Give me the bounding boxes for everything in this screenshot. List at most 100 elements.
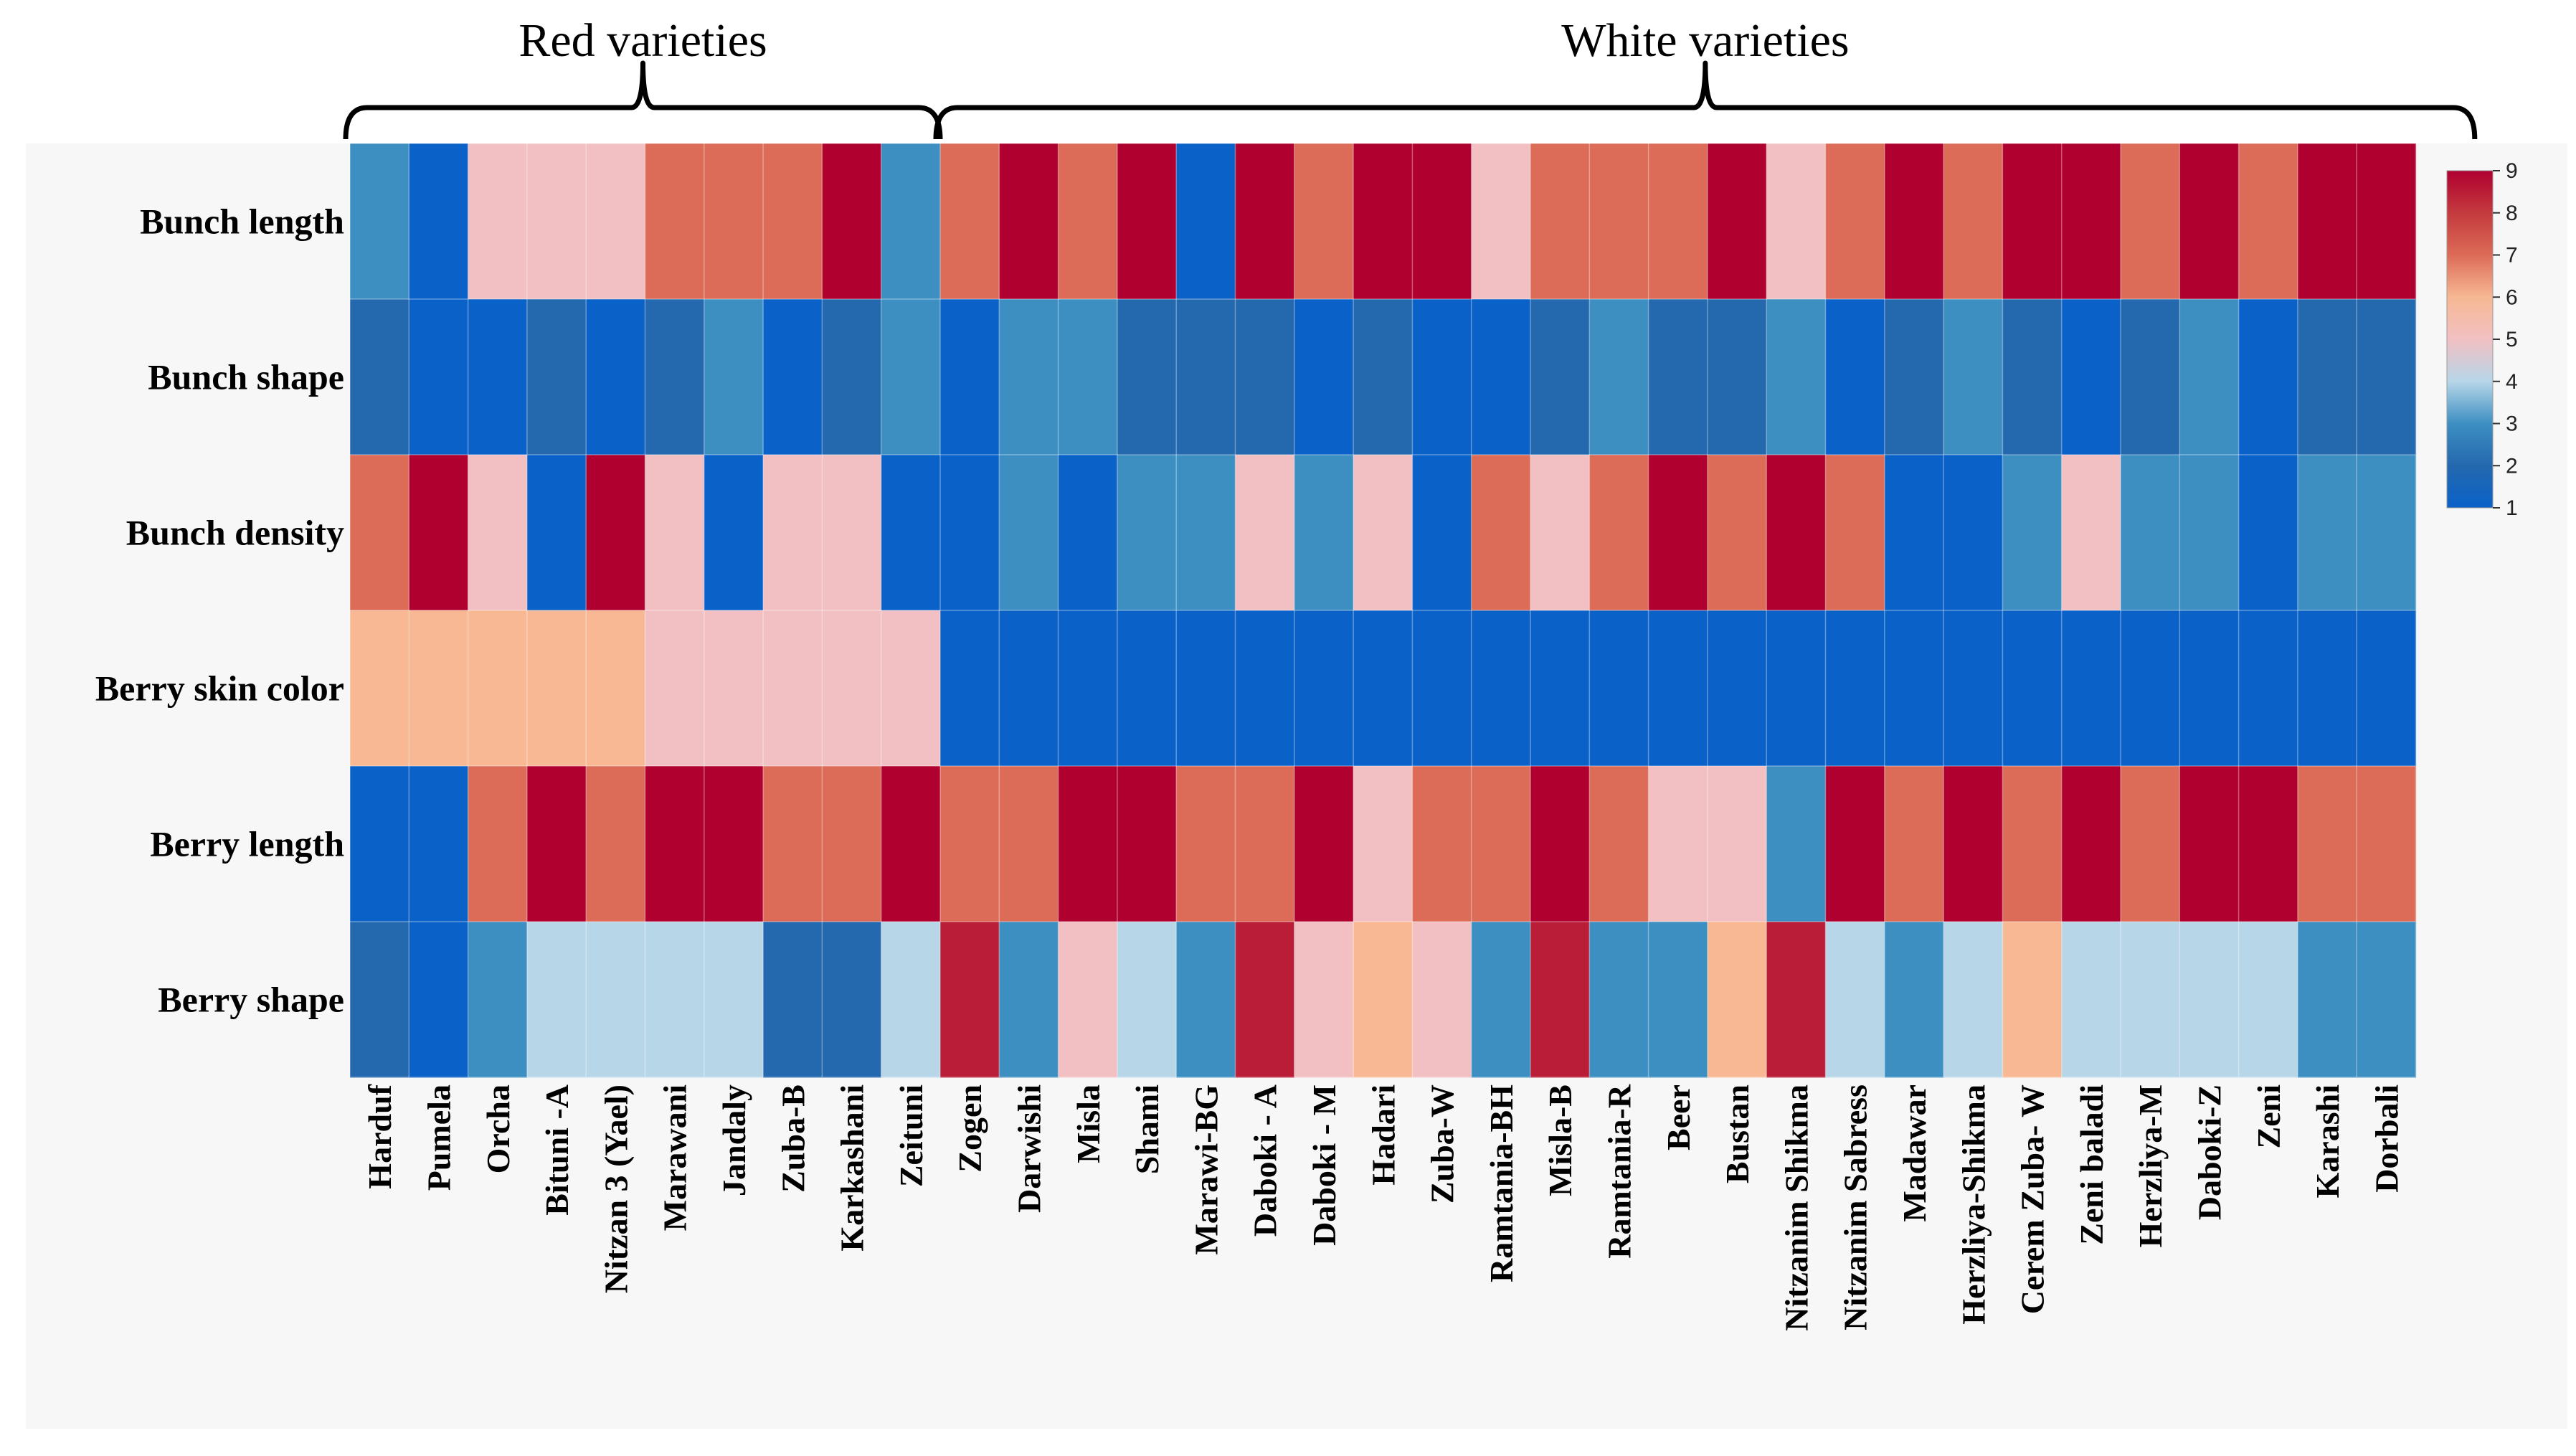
heatmap-cell <box>881 299 941 455</box>
heatmap-cell <box>350 610 409 767</box>
heatmap-cell <box>1648 299 1708 455</box>
heatmap-cell <box>1530 922 1590 1078</box>
heatmap-cell <box>1884 299 1944 455</box>
row-label: Berry shape <box>158 980 344 1020</box>
heatmap-cell <box>2179 766 2240 922</box>
heatmap-cell <box>1471 922 1531 1078</box>
heatmap-cell <box>1058 455 1118 611</box>
heatmap-cell <box>1707 143 1767 300</box>
heatmap-cell <box>1707 455 1767 611</box>
heatmap-cell <box>1353 766 1413 922</box>
heatmap-cell <box>1058 922 1118 1078</box>
heatmap-cell <box>1471 610 1531 767</box>
heatmap-cells <box>350 143 2417 1078</box>
heatmap-cell <box>2297 766 2357 922</box>
heatmap-cell <box>1530 766 1590 922</box>
column-labels: Harduf Pumela Orcha Bituni -A Nitzan 3 (Yael… <box>361 1084 2405 1331</box>
heatmap-cell <box>350 299 409 455</box>
row-label: Bunch density <box>126 513 344 553</box>
heatmap-cell <box>1294 143 1354 300</box>
heatmap-cell <box>1766 143 1827 300</box>
group-label: Red varieties <box>518 14 767 67</box>
heatmap-cell <box>940 299 1000 455</box>
heatmap-cell <box>704 299 764 455</box>
heatmap-cell <box>350 922 409 1078</box>
heatmap-cell <box>1589 299 1649 455</box>
heatmap-cell <box>350 143 409 300</box>
heatmap-cell <box>2297 610 2357 767</box>
heatmap-cell <box>1589 143 1649 300</box>
heatmap-cell <box>1471 455 1531 611</box>
heatmap-cell <box>1825 766 1885 922</box>
group-bracket <box>343 60 943 140</box>
heatmap-cell <box>763 455 823 611</box>
heatmap-cell <box>1648 922 1708 1078</box>
column-label: Herzliya-Shikma <box>1955 1084 1992 1325</box>
heatmap-cell <box>1471 766 1531 922</box>
heatmap-cell <box>704 766 764 922</box>
heatmap-cell <box>940 922 1000 1078</box>
heatmap-cell <box>1530 610 1590 767</box>
heatmap-cell <box>2238 610 2298 767</box>
column-label: Marawi-BG <box>1188 1084 1224 1255</box>
column-label: Zeni baladi <box>2073 1084 2110 1245</box>
heatmap-cell <box>1235 143 1295 300</box>
heatmap-cell <box>526 610 587 767</box>
heatmap-cell <box>763 143 823 300</box>
heatmap-cell <box>763 610 823 767</box>
legend-tick-label: 9 <box>2506 159 2518 183</box>
heatmap-cell <box>2121 143 2180 300</box>
heatmap-cell <box>2357 143 2417 300</box>
heatmap-cell <box>2179 610 2240 767</box>
column-label: Zeituni <box>893 1084 929 1187</box>
column-label: Herzliya-M <box>2132 1084 2169 1247</box>
heatmap-cell <box>2179 922 2240 1078</box>
column-label: Ramtania-BH <box>1483 1084 1520 1282</box>
heatmap-cell <box>1648 143 1708 300</box>
heatmap-cell <box>1117 143 1177 300</box>
heatmap-cell <box>2121 766 2180 922</box>
heatmap-cell <box>2357 455 2417 611</box>
column-label: Marawani <box>657 1084 693 1232</box>
heatmap-cell <box>2061 610 2121 767</box>
heatmap-cell <box>1884 766 1944 922</box>
heatmap-cell <box>1412 610 1472 767</box>
heatmap-cell <box>704 143 764 300</box>
heatmap-cell <box>1294 299 1354 455</box>
heatmap-cell <box>1471 299 1531 455</box>
heatmap-cell <box>1825 299 1885 455</box>
heatmap-cell <box>1766 766 1827 922</box>
heatmap-cell <box>1707 299 1767 455</box>
heatmap-cell <box>1884 610 1944 767</box>
column-label: Orcha <box>480 1084 516 1173</box>
row-label: Berry length <box>150 824 344 864</box>
column-label: Zeni <box>2250 1084 2287 1149</box>
heatmap-cell <box>1117 299 1177 455</box>
heatmap-cell <box>2179 143 2240 300</box>
heatmap-cell <box>1294 455 1354 611</box>
heatmap-cell <box>1589 610 1649 767</box>
column-label: Daboki - A <box>1247 1084 1284 1237</box>
heatmap-cell <box>1176 610 1236 767</box>
heatmap-cell <box>1825 922 1885 1078</box>
heatmap-cell <box>999 455 1059 611</box>
heatmap-cell <box>526 922 587 1078</box>
heatmap-cell <box>1176 299 1236 455</box>
heatmap-cell <box>2061 143 2121 300</box>
heatmap-cell <box>1589 922 1649 1078</box>
heatmap-cell <box>1412 922 1472 1078</box>
heatmap-cell <box>2357 610 2417 767</box>
heatmap-cell <box>645 922 705 1078</box>
heatmap-cell <box>586 922 646 1078</box>
heatmap-cell <box>1353 455 1413 611</box>
column-label: Beer <box>1660 1084 1697 1150</box>
heatmap-cell <box>2002 922 2063 1078</box>
heatmap-cell <box>409 922 469 1078</box>
heatmap-cell <box>1353 299 1413 455</box>
group-bracket <box>933 60 2478 140</box>
heatmap-cell <box>526 455 587 611</box>
heatmap-cell <box>1058 143 1118 300</box>
heatmap-cell <box>2357 922 2417 1078</box>
heatmap-cell <box>2297 922 2357 1078</box>
